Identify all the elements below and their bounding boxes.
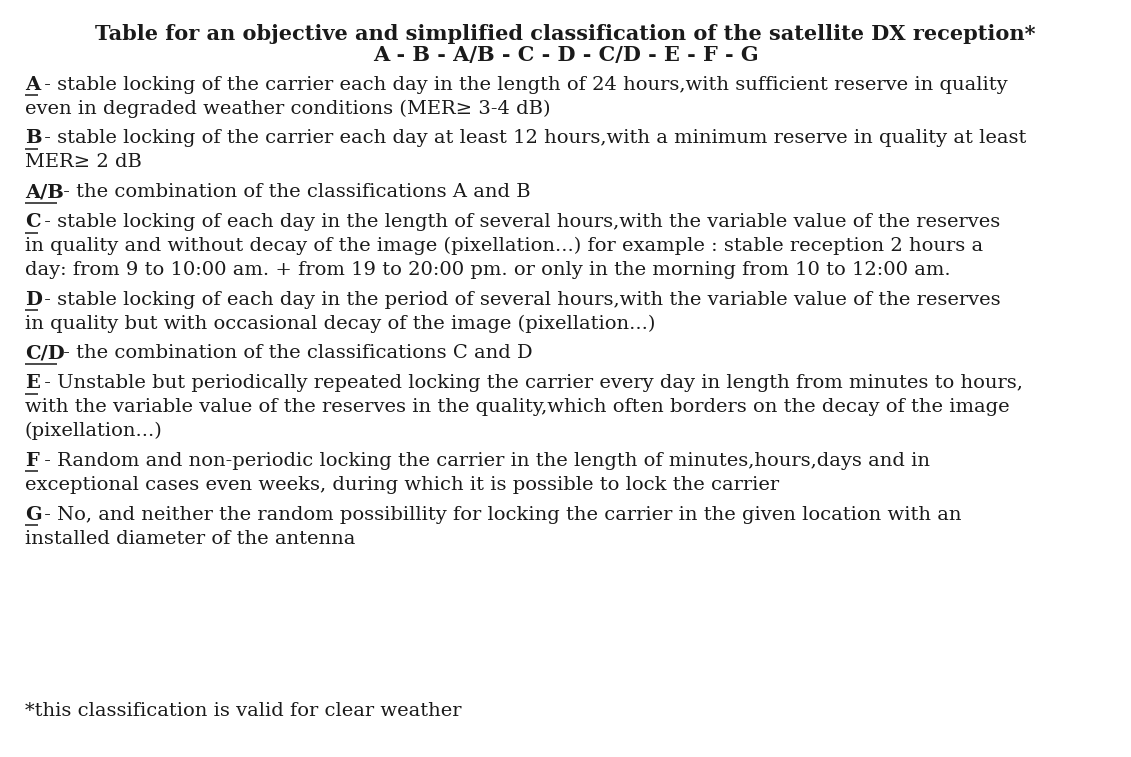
Text: - Unstable but periodically repeated locking the carrier every day in length fro: - Unstable but periodically repeated loc… [38,375,1022,392]
Text: F: F [25,452,38,470]
Text: even in degraded weather conditions (MER≥ 3-4 dB): even in degraded weather conditions (MER… [25,99,551,118]
Text: B: B [25,129,42,148]
Text: A - B - A/B - C - D - C/D - E - F - G: A - B - A/B - C - D - C/D - E - F - G [373,45,758,65]
Text: C: C [25,213,41,231]
Text: Table for an objective and simplified classification of the satellite DX recepti: Table for an objective and simplified cl… [95,24,1036,44]
Text: G: G [25,506,42,524]
Text: - Random and non-periodic locking the carrier in the length of minutes,hours,day: - Random and non-periodic locking the ca… [38,452,930,470]
Text: C/D: C/D [25,344,64,363]
Text: with the variable value of the reserves in the quality,which often borders on th: with the variable value of the reserves … [25,398,1010,416]
Text: - the combination of the classifications C and D: - the combination of the classifications… [57,344,533,363]
Text: E: E [25,375,40,392]
Text: - the combination of the classifications A and B: - the combination of the classifications… [57,183,530,201]
Text: (pixellation...): (pixellation...) [25,422,163,441]
Text: day: from 9 to 10:00 am. + from 19 to 20:00 pm. or only in the morning from 10 t: day: from 9 to 10:00 am. + from 19 to 20… [25,260,950,279]
Text: installed diameter of the antenna: installed diameter of the antenna [25,530,355,547]
Text: - stable locking of the carrier each day in the length of 24 hours,with sufficie: - stable locking of the carrier each day… [38,76,1008,94]
Text: in quality and without decay of the image (pixellation...) for example : stable : in quality and without decay of the imag… [25,237,983,255]
Text: - No, and neither the random possibillity for locking the carrier in the given l: - No, and neither the random possibillit… [38,506,961,524]
Text: - stable locking of each day in the length of several hours,with the variable va: - stable locking of each day in the leng… [38,213,1000,231]
Text: MER≥ 2 dB: MER≥ 2 dB [25,153,141,171]
Text: exceptional cases even weeks, during which it is possible to lock the carrier: exceptional cases even weeks, during whi… [25,476,779,494]
Text: - stable locking of each day in the period of several hours,with the variable va: - stable locking of each day in the peri… [38,291,1001,309]
Text: in quality but with occasional decay of the image (pixellation...): in quality but with occasional decay of … [25,315,655,333]
Text: - stable locking of the carrier each day at least 12 hours,with a minimum reserv: - stable locking of the carrier each day… [38,129,1026,148]
Text: A: A [25,76,40,94]
Text: *this classification is valid for clear weather: *this classification is valid for clear … [25,702,461,720]
Text: D: D [25,291,42,309]
Text: A/B: A/B [25,183,63,201]
